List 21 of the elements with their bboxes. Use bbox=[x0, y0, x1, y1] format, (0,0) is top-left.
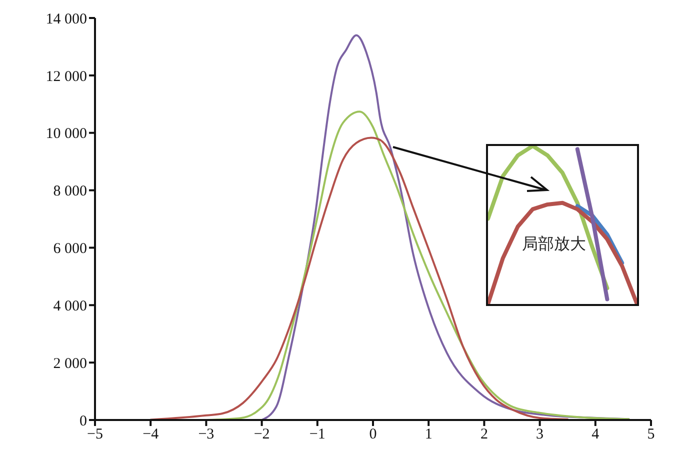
x-tick-label: −3 bbox=[198, 426, 214, 443]
x-tick-label: 4 bbox=[592, 426, 600, 443]
x-tick-label: −5 bbox=[87, 426, 103, 443]
x-tick-label: −1 bbox=[309, 426, 326, 443]
y-tick-label: 10 000 bbox=[46, 126, 87, 142]
y-tick-label: 4 000 bbox=[53, 298, 87, 314]
x-tick-label: 1 bbox=[424, 426, 432, 443]
x-tick-label: 2 bbox=[480, 426, 488, 443]
annotation: 局部放大 bbox=[522, 234, 586, 255]
y-tick-label: 2 000 bbox=[53, 356, 87, 372]
x-tick-label: 3 bbox=[536, 426, 544, 443]
x-tick-label: −2 bbox=[254, 426, 270, 443]
x-tick-label: 5 bbox=[647, 426, 655, 443]
y-tick-label: 12 000 bbox=[46, 68, 87, 85]
y-tick-label: 0 bbox=[80, 413, 87, 430]
x-tick-label: −4 bbox=[142, 426, 160, 443]
y-tick-label: 6 000 bbox=[53, 241, 87, 258]
line-series bbox=[150, 136, 569, 420]
x-tick-label: 0 bbox=[369, 426, 377, 443]
y-tick-label: 8 000 bbox=[53, 184, 87, 200]
y-tick-label: 14 000 bbox=[46, 11, 87, 28]
